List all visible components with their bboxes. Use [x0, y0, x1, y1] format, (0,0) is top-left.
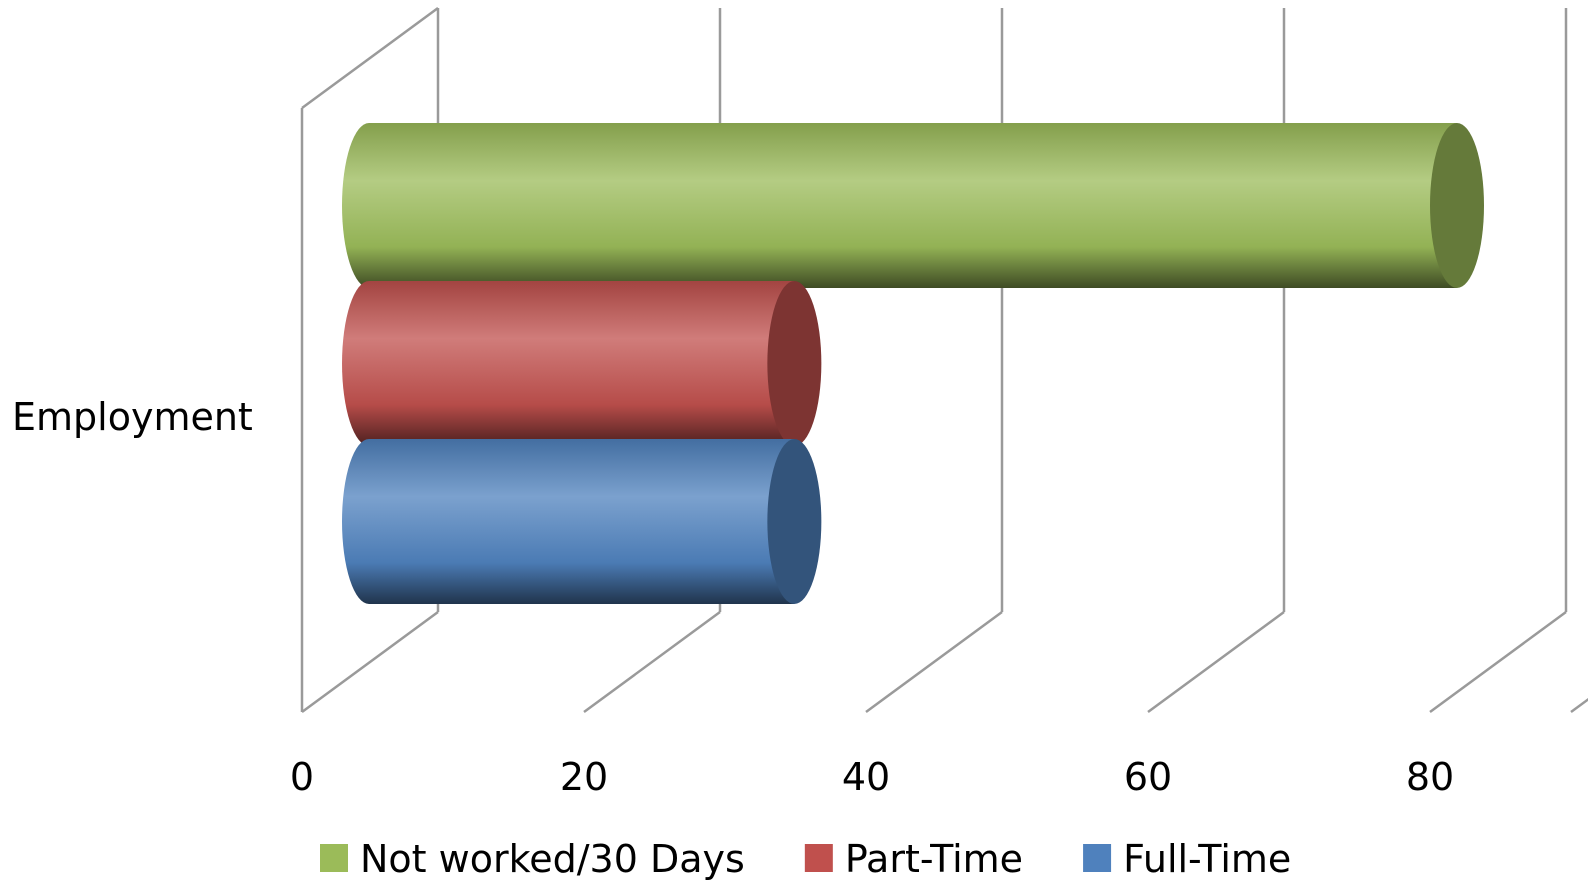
gridline-60: [1147, 8, 1286, 714]
gridline-end: [1570, 697, 1588, 714]
x-tick-label-80: 80: [1406, 755, 1454, 799]
legend-item-not-worked-30-days: Not worked/30 Days: [320, 837, 745, 881]
gridline-80: [1429, 8, 1568, 714]
bar-not-worked-30-days: [342, 123, 1484, 288]
legend-swatch-part-time: [804, 844, 833, 872]
gridline-40: [865, 8, 1004, 714]
legend-swatch-not-worked-30-days: [320, 844, 348, 872]
legend-label-full-time: Full-Time: [1123, 837, 1291, 881]
x-tick-label-20: 20: [560, 755, 608, 799]
x-tick-label-60: 60: [1124, 755, 1172, 799]
legend-item-full-time: Full-Time: [1083, 837, 1291, 881]
category-label-employment: Employment: [12, 395, 253, 439]
legend-swatch-full-time: [1083, 844, 1112, 872]
x-axis-ticks: 0 20 40 60 80: [290, 755, 1454, 799]
bar-full-time: [342, 439, 822, 604]
x-tick-label-0: 0: [290, 755, 314, 799]
legend-label-not-worked-30-days: Not worked/30 Days: [360, 837, 745, 881]
bar-part-time: [342, 281, 822, 446]
legend: Not worked/30 Days Part-Time Full-Time: [320, 837, 1291, 881]
bars: [342, 123, 1484, 604]
category-labels: Employment: [12, 395, 253, 439]
legend-label-part-time: Part-Time: [845, 837, 1023, 881]
legend-item-part-time: Part-Time: [804, 837, 1023, 881]
x-tick-label-40: 40: [842, 755, 890, 799]
